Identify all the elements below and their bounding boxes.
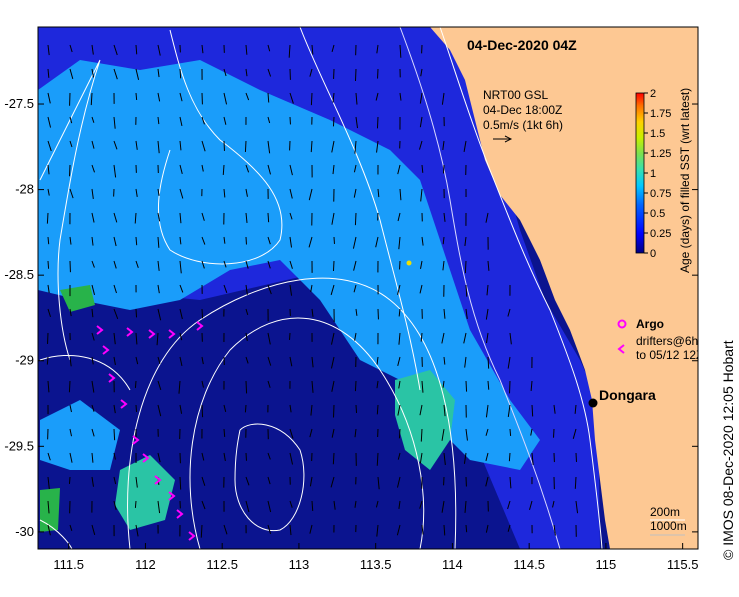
map-title: 04-Dec-2020 04Z <box>467 37 577 53</box>
current-vector-arrow <box>48 237 49 244</box>
current-vector-arrow <box>180 69 181 78</box>
colorbar-tick-label: 1.25 <box>650 148 671 160</box>
current-vector-arrow <box>443 165 444 173</box>
current-vector-arrow <box>377 405 378 414</box>
current-vector-arrow <box>246 381 247 393</box>
depth-legend-200m: 200m <box>650 505 680 519</box>
current-vector-arrow <box>509 453 510 461</box>
drifter-legend-line2: to 05/12 12Z <box>636 348 703 362</box>
x-tick-label: 114.5 <box>513 557 545 572</box>
current-vector-arrow <box>180 477 181 490</box>
sst-latest-marker <box>407 261 412 266</box>
argo-legend-label: Argo <box>636 317 664 331</box>
colorbar-tick-label: 0 <box>650 248 656 260</box>
x-tick-label: 115 <box>596 557 617 572</box>
colorbar-tick-label: 1 <box>650 168 656 180</box>
y-tick-label: -28 <box>15 182 34 197</box>
depth-legend-1000m: 1000m <box>650 519 687 533</box>
current-legend-time: 04-Dec 18:00Z <box>483 103 562 117</box>
x-tick-label: 115.5 <box>667 557 699 572</box>
y-tick-label: -30 <box>15 524 34 539</box>
current-vector-arrow <box>268 213 269 222</box>
current-vector-arrow <box>333 261 334 271</box>
current-vector-arrow <box>246 453 247 461</box>
current-vector-arrow <box>136 405 137 412</box>
dongara-label: Dongara <box>599 387 656 403</box>
colorbar-tick-label: 1.5 <box>650 128 665 140</box>
current-vector-arrow <box>488 357 489 369</box>
current-vector-arrow <box>202 309 203 318</box>
current-vector-arrow <box>466 525 467 532</box>
current-vector-arrow <box>135 501 136 508</box>
current-vector-arrow <box>575 477 576 489</box>
current-vector-arrow <box>466 381 467 392</box>
colorbar-label: Age (days) of filled SST (wrt latest) <box>678 88 692 273</box>
current-vector-arrow <box>333 453 334 464</box>
colorbar-tick-label: 1.75 <box>650 108 671 120</box>
current-vector-arrow <box>355 213 356 225</box>
current-vector-arrow <box>311 93 312 105</box>
x-tick-label: 112 <box>135 557 156 572</box>
current-vector-arrow <box>69 381 70 392</box>
colorbar-tick-label: 0.5 <box>650 208 665 220</box>
current-vector-arrow <box>114 429 115 440</box>
current-vector-arrow <box>245 141 246 152</box>
current-vector-arrow <box>399 429 400 438</box>
current-vector-arrow <box>465 261 466 273</box>
map-plot-area: Dongara 04-Dec-2020 04Z NRT00 GSL 04-Dec… <box>38 27 703 549</box>
colorbar-tick-label: 2 <box>650 88 656 100</box>
current-vector-arrow <box>355 381 356 391</box>
y-tick-label: -29.5 <box>4 438 34 453</box>
dongara-location-dot <box>589 399 598 408</box>
current-vector-arrow <box>355 69 356 81</box>
current-legend-scale: 0.5m/s (1kt 6h) <box>483 118 563 132</box>
current-vector-arrow <box>377 117 378 128</box>
current-legend-source: NRT00 GSL <box>483 88 548 102</box>
colorbar <box>636 93 644 253</box>
current-vector-arrow <box>224 429 225 437</box>
drifter-legend-line1: drifters@6h <box>636 334 698 348</box>
current-vector-arrow <box>136 237 137 245</box>
current-vector-arrow <box>135 381 136 388</box>
current-vector-arrow <box>532 405 533 416</box>
current-vector-arrow <box>510 429 511 436</box>
current-vector-arrow <box>333 117 334 126</box>
y-tick-label: -29 <box>15 353 34 368</box>
x-tick-label: 113.5 <box>360 557 392 572</box>
current-vector-arrow <box>136 309 137 317</box>
x-tick-label: 112.5 <box>206 557 238 572</box>
x-tick-label: 113 <box>289 557 310 572</box>
colorbar-tick-label: 0.75 <box>650 188 671 200</box>
y-tick-label: -27.5 <box>4 96 34 111</box>
current-vector-arrow <box>202 405 203 417</box>
x-tick-label: 111.5 <box>53 557 84 572</box>
current-vector-arrow <box>48 261 49 269</box>
colorbar-tick-label: 0.25 <box>650 228 671 240</box>
current-vector-arrow <box>421 429 422 442</box>
current-vector-arrow <box>47 357 48 365</box>
current-vector-arrow <box>136 93 137 100</box>
current-vector-arrow <box>245 405 246 412</box>
current-vector-arrow <box>356 405 357 413</box>
y-tick-label: -28.5 <box>4 267 34 282</box>
x-tick-label: 114 <box>442 557 463 572</box>
imos-credit: © IMOS 08-Dec-2020 12:05 Hobart <box>720 340 736 560</box>
current-vector-arrow <box>47 213 48 224</box>
current-vector-arrow <box>69 477 70 484</box>
